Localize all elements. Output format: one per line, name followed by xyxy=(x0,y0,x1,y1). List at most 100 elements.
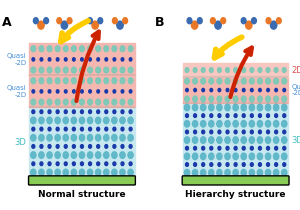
Circle shape xyxy=(226,114,229,117)
Circle shape xyxy=(63,67,68,73)
Circle shape xyxy=(266,78,270,84)
Circle shape xyxy=(97,162,100,165)
Circle shape xyxy=(113,110,116,114)
Circle shape xyxy=(193,169,198,176)
Circle shape xyxy=(258,96,262,102)
Circle shape xyxy=(257,121,262,127)
Circle shape xyxy=(257,137,262,143)
Circle shape xyxy=(259,146,261,150)
Circle shape xyxy=(55,134,60,141)
Circle shape xyxy=(73,90,75,93)
Circle shape xyxy=(266,169,271,176)
Circle shape xyxy=(233,96,238,102)
Circle shape xyxy=(250,146,253,150)
Text: 2D: 2D xyxy=(291,66,300,75)
Circle shape xyxy=(128,46,133,52)
Circle shape xyxy=(113,58,116,61)
Circle shape xyxy=(105,145,108,148)
Circle shape xyxy=(80,162,83,165)
Circle shape xyxy=(97,58,100,61)
Circle shape xyxy=(282,121,287,127)
Circle shape xyxy=(193,96,197,102)
Circle shape xyxy=(39,134,44,141)
Circle shape xyxy=(215,21,221,29)
Circle shape xyxy=(217,137,222,143)
Circle shape xyxy=(117,21,123,29)
Circle shape xyxy=(44,18,49,24)
Circle shape xyxy=(251,18,256,24)
Circle shape xyxy=(61,21,68,29)
Circle shape xyxy=(209,169,214,176)
Circle shape xyxy=(266,104,271,111)
Circle shape xyxy=(274,68,278,72)
Circle shape xyxy=(97,145,100,148)
Circle shape xyxy=(80,145,83,148)
Circle shape xyxy=(40,162,43,165)
Circle shape xyxy=(274,137,279,143)
Circle shape xyxy=(249,169,254,176)
Circle shape xyxy=(64,145,67,148)
Circle shape xyxy=(234,88,237,92)
Circle shape xyxy=(186,88,188,92)
Circle shape xyxy=(47,99,52,105)
Circle shape xyxy=(267,130,269,134)
Circle shape xyxy=(48,90,51,93)
Circle shape xyxy=(241,18,246,24)
Circle shape xyxy=(32,110,35,114)
Circle shape xyxy=(88,99,92,105)
Circle shape xyxy=(81,58,83,61)
Circle shape xyxy=(48,58,51,61)
Circle shape xyxy=(71,117,76,124)
Circle shape xyxy=(63,99,68,105)
Circle shape xyxy=(184,137,190,143)
Circle shape xyxy=(210,114,213,117)
Circle shape xyxy=(202,88,205,92)
Circle shape xyxy=(63,152,68,158)
Circle shape xyxy=(128,152,133,158)
Circle shape xyxy=(47,46,52,52)
Circle shape xyxy=(39,169,44,176)
Circle shape xyxy=(73,58,75,61)
Circle shape xyxy=(39,67,44,73)
Circle shape xyxy=(242,146,245,150)
Circle shape xyxy=(120,169,125,176)
Circle shape xyxy=(72,110,75,114)
Circle shape xyxy=(184,121,190,127)
Circle shape xyxy=(250,88,253,92)
Circle shape xyxy=(63,46,68,52)
Circle shape xyxy=(39,46,44,52)
Text: 3D: 3D xyxy=(14,138,26,147)
Circle shape xyxy=(112,46,117,52)
Circle shape xyxy=(89,58,92,61)
Circle shape xyxy=(71,134,76,141)
Circle shape xyxy=(31,117,36,124)
Circle shape xyxy=(282,153,287,160)
Circle shape xyxy=(39,78,44,84)
Circle shape xyxy=(209,121,214,127)
Circle shape xyxy=(234,146,237,150)
Circle shape xyxy=(259,163,261,166)
Circle shape xyxy=(64,90,67,93)
Circle shape xyxy=(193,153,198,160)
Circle shape xyxy=(266,18,271,24)
FancyBboxPatch shape xyxy=(182,176,289,185)
Circle shape xyxy=(96,78,100,84)
Circle shape xyxy=(55,99,60,105)
Circle shape xyxy=(193,104,198,111)
Circle shape xyxy=(242,78,246,84)
Circle shape xyxy=(191,21,198,29)
Circle shape xyxy=(193,78,197,84)
Circle shape xyxy=(233,137,238,143)
Circle shape xyxy=(211,18,215,24)
Circle shape xyxy=(275,114,278,117)
Circle shape xyxy=(112,117,117,124)
Circle shape xyxy=(71,78,76,84)
Text: Normal structure: Normal structure xyxy=(38,190,126,198)
Circle shape xyxy=(250,130,253,134)
Circle shape xyxy=(257,104,262,111)
Circle shape xyxy=(32,162,35,165)
Circle shape xyxy=(226,68,230,72)
Circle shape xyxy=(209,68,213,72)
Circle shape xyxy=(128,134,133,141)
Circle shape xyxy=(234,68,238,72)
